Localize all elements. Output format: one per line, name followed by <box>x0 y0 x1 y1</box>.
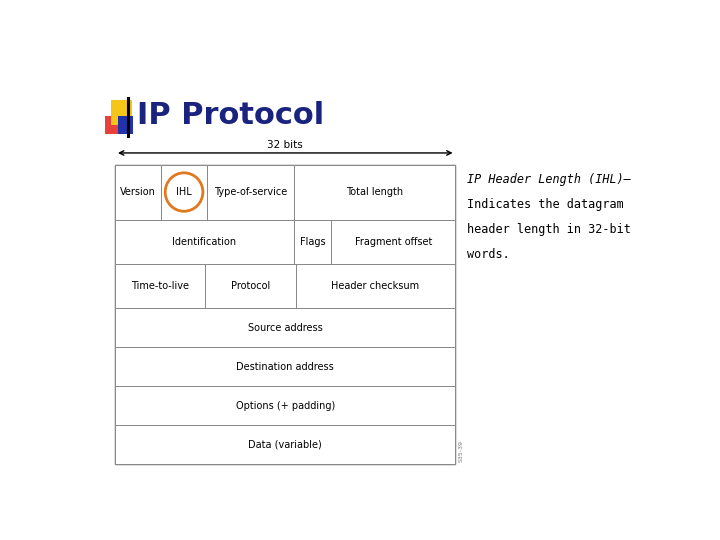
Bar <box>115 347 456 386</box>
Bar <box>111 100 132 125</box>
Text: Fragment offset: Fragment offset <box>355 237 432 247</box>
Text: Version: Version <box>120 187 156 197</box>
Text: Destination address: Destination address <box>236 362 334 372</box>
Bar <box>115 165 161 219</box>
Text: header length in 32-bit: header length in 32-bit <box>467 223 631 236</box>
Text: words.: words. <box>467 248 510 261</box>
Bar <box>115 425 456 464</box>
Text: IP Header Length (IHL)—: IP Header Length (IHL)— <box>467 173 631 186</box>
Text: Source address: Source address <box>248 322 323 333</box>
Bar <box>295 264 456 308</box>
Text: Identification: Identification <box>172 237 237 247</box>
Bar <box>331 219 456 264</box>
Bar <box>118 116 133 134</box>
Text: Options (+ padding): Options (+ padding) <box>235 401 335 410</box>
Text: IHL: IHL <box>176 187 192 197</box>
Text: 32 bits: 32 bits <box>267 140 303 151</box>
Bar <box>115 386 456 425</box>
Text: S35-39: S35-39 <box>459 440 463 462</box>
Bar <box>294 219 331 264</box>
Text: Header checksum: Header checksum <box>331 281 420 291</box>
Bar <box>207 165 294 219</box>
Text: Data (variable): Data (variable) <box>248 440 322 449</box>
Text: IP Protocol: IP Protocol <box>138 101 325 130</box>
Text: Total length: Total length <box>346 187 403 197</box>
Bar <box>294 165 456 219</box>
Bar <box>104 116 120 134</box>
Bar <box>115 308 456 347</box>
Bar <box>115 165 456 464</box>
Bar <box>161 165 207 219</box>
Bar <box>205 264 295 308</box>
Text: Time-to-live: Time-to-live <box>131 281 189 291</box>
Text: Indicates the datagram: Indicates the datagram <box>467 198 624 211</box>
Bar <box>115 219 294 264</box>
Text: Protocol: Protocol <box>231 281 270 291</box>
Text: Flags: Flags <box>300 237 325 247</box>
Bar <box>115 264 205 308</box>
Text: Type-of-service: Type-of-service <box>214 187 287 197</box>
